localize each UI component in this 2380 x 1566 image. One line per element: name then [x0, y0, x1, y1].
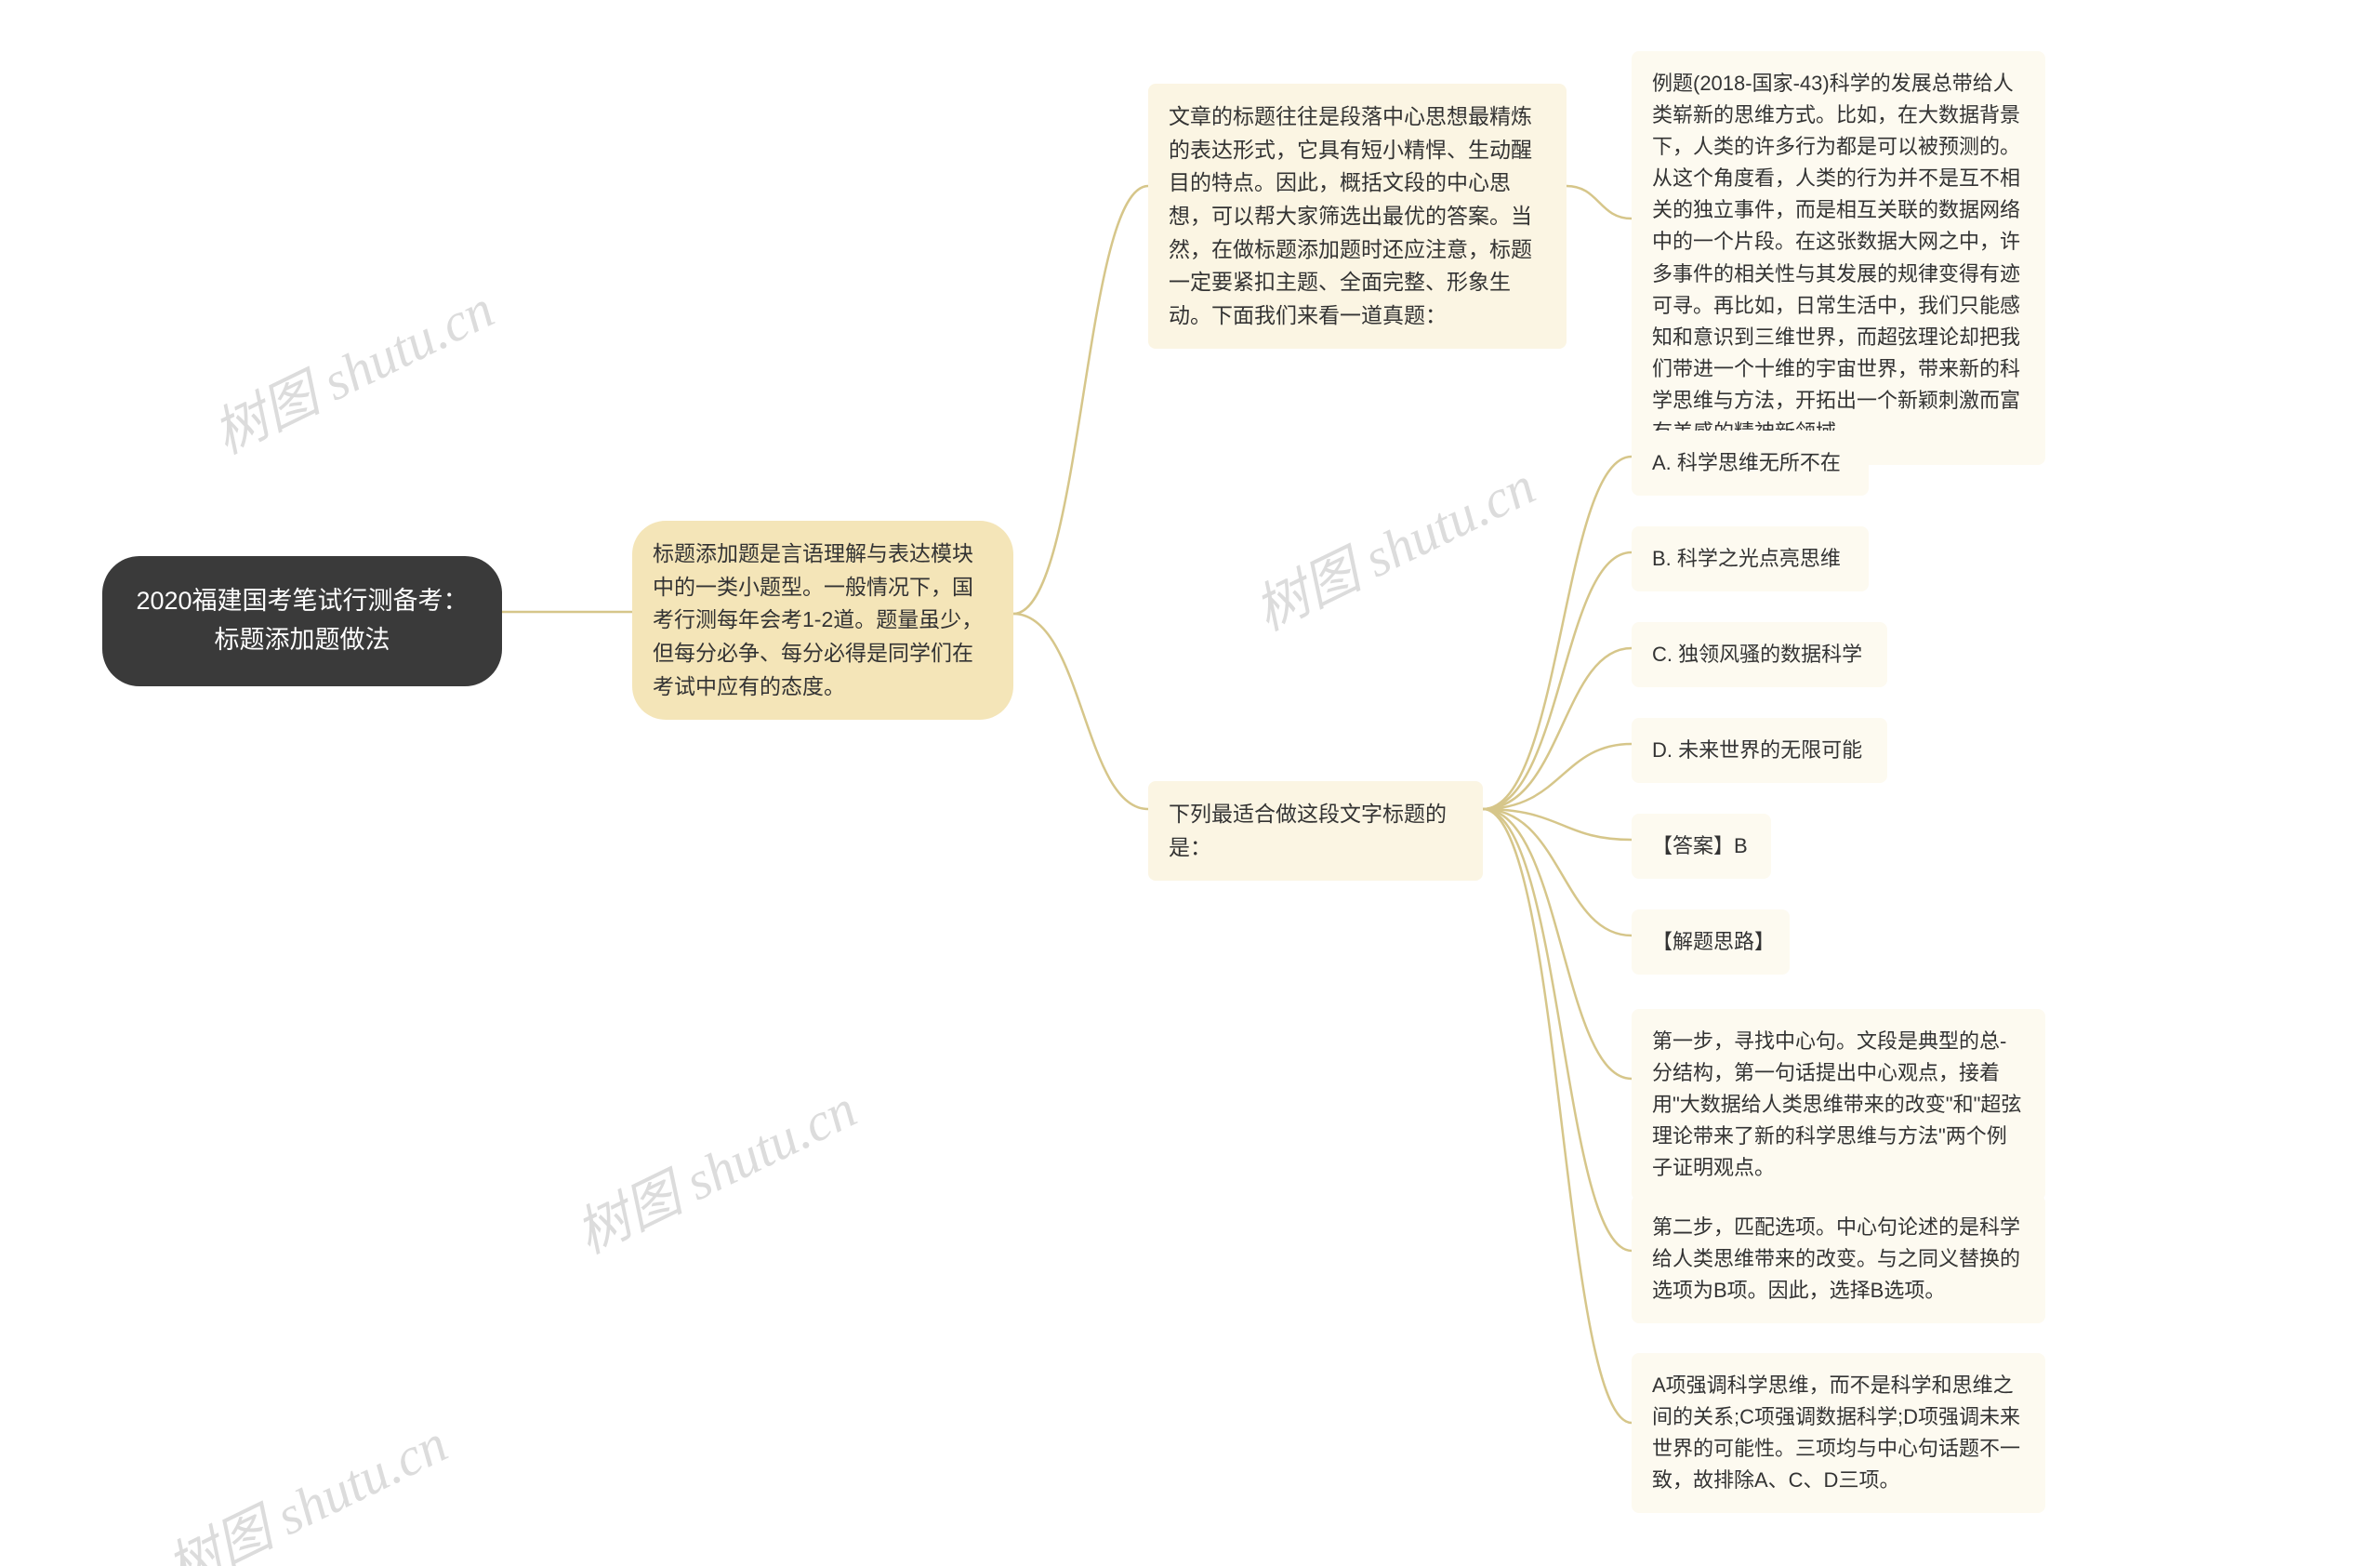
leaf-analysis[interactable]: A项强调科学思维，而不是科学和思维之间的关系;C项强调数据科学;D项强调未来世界… [1632, 1353, 2045, 1513]
leaf-example[interactable]: 例题(2018-国家-43)科学的发展总带给人类崭新的思维方式。比如，在大数据背… [1632, 51, 2045, 465]
watermark: 树图 shutu.cn [198, 266, 504, 469]
watermark: 树图 shutu.cn [152, 1400, 457, 1566]
level2-node-intro[interactable]: 文章的标题往往是段落中心思想最精炼的表达形式，它具有短小精悍、生动醒目的特点。因… [1148, 84, 1567, 349]
level1-node[interactable]: 标题添加题是言语理解与表达模块中的一类小题型。一般情况下，国考行测每年会考1-2… [632, 521, 1013, 720]
watermark: 树图 shutu.cn [1239, 443, 1545, 645]
watermark: 树图 shutu.cn [561, 1066, 866, 1268]
level2-node-question[interactable]: 下列最适合做这段文字标题的是： [1148, 781, 1483, 881]
mindmap-canvas: 2020福建国考笔试行测备考：标题添加题做法 标题添加题是言语理解与表达模块中的… [0, 0, 2380, 1566]
leaf-option-b[interactable]: B. 科学之光点亮思维 [1632, 526, 1869, 591]
leaf-answer[interactable]: 【答案】B [1632, 814, 1771, 879]
leaf-step2[interactable]: 第二步，匹配选项。中心句论述的是科学给人类思维带来的改变。与之同义替换的选项为B… [1632, 1195, 2045, 1323]
root-node[interactable]: 2020福建国考笔试行测备考：标题添加题做法 [102, 556, 502, 686]
leaf-option-c[interactable]: C. 独领风骚的数据科学 [1632, 622, 1887, 687]
leaf-option-d[interactable]: D. 未来世界的无限可能 [1632, 718, 1887, 783]
leaf-method[interactable]: 【解题思路】 [1632, 909, 1790, 975]
leaf-option-a[interactable]: A. 科学思维无所不在 [1632, 431, 1869, 496]
leaf-step1[interactable]: 第一步，寻找中心句。文段是典型的总-分结构，第一句话提出中心观点，接着用"大数据… [1632, 1009, 2045, 1201]
